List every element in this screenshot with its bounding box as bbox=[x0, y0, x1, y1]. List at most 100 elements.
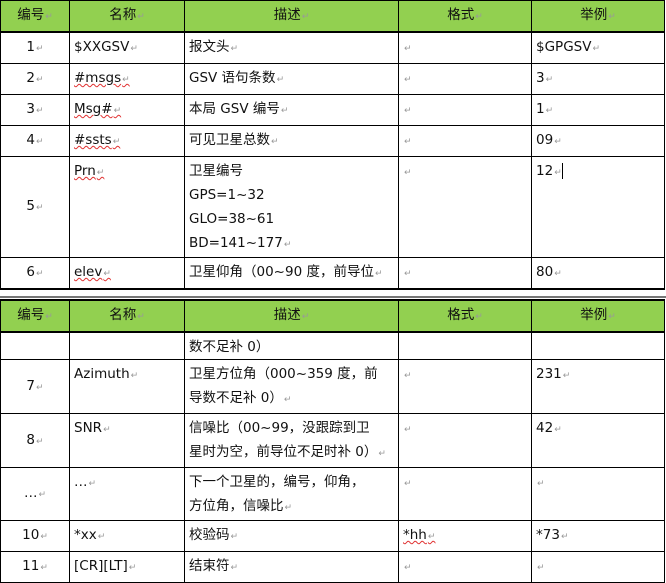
cell-desc[interactable]: 卫星方位角（000~359 度，前 导数不足补 0） bbox=[184, 359, 399, 414]
cell-no[interactable] bbox=[0, 331, 70, 360]
cell-no-text: … bbox=[24, 485, 46, 501]
cell-format[interactable] bbox=[398, 94, 532, 126]
cell-name[interactable]: #ssts bbox=[69, 125, 185, 157]
cell-format[interactable] bbox=[398, 257, 532, 290]
cell-name[interactable]: elev bbox=[69, 257, 185, 290]
cell-no[interactable]: 7 bbox=[0, 359, 70, 414]
cell-name-text: … bbox=[74, 474, 96, 490]
cell-example[interactable]: 80 bbox=[531, 257, 665, 290]
cell-desc[interactable]: 校验码 bbox=[184, 520, 399, 552]
cell-desc[interactable]: 报文头 bbox=[184, 31, 399, 64]
cell-format-text bbox=[403, 366, 412, 382]
cell-name[interactable]: Msg# bbox=[69, 94, 185, 126]
cell-format[interactable] bbox=[398, 413, 532, 468]
cell-format[interactable] bbox=[398, 63, 532, 95]
desc-line: 可见卫星总数 bbox=[189, 128, 394, 154]
cell-example[interactable]: *73 bbox=[531, 520, 665, 552]
cell-example[interactable]: 1 bbox=[531, 94, 665, 126]
cell-name[interactable]: [CR][LT] bbox=[69, 551, 185, 583]
cell-example[interactable] bbox=[531, 467, 665, 521]
cell-desc[interactable]: 可见卫星总数 bbox=[184, 125, 399, 157]
cell-desc[interactable]: 卫星仰角（00~90 度，前导位 bbox=[184, 257, 399, 290]
header-example: 举例 bbox=[531, 299, 665, 333]
cell-format[interactable] bbox=[398, 467, 532, 521]
cell-name[interactable]: #msgs bbox=[69, 63, 185, 95]
desc-line: 本局 GSV 编号 bbox=[189, 97, 394, 123]
cell-desc[interactable]: 数不足补 0） bbox=[184, 331, 399, 360]
cell-name[interactable]: *xx bbox=[69, 520, 185, 552]
cell-format-text bbox=[403, 558, 412, 574]
cell-no[interactable]: 2 bbox=[0, 63, 70, 95]
cell-no[interactable]: 5 bbox=[0, 156, 70, 258]
cell-name[interactable]: Prn bbox=[69, 156, 185, 258]
cell-desc[interactable]: 结束符 bbox=[184, 551, 399, 583]
cell-example[interactable] bbox=[531, 551, 665, 583]
cell-example-text: 09 bbox=[536, 132, 562, 148]
table-row: 数不足补 0） bbox=[0, 331, 665, 360]
cell-no-text: 4 bbox=[26, 132, 43, 148]
cell-format-text bbox=[403, 474, 412, 490]
cell-format[interactable] bbox=[398, 125, 532, 157]
cell-example[interactable]: 231 bbox=[531, 359, 665, 414]
gsv-table-page2: 编号 名称 描述 格式 举例 数不足补 0） 7 Azimuth 卫星方位角（000~… bbox=[0, 299, 665, 583]
cell-example-text: 42 bbox=[536, 420, 562, 436]
cell-no-text: 5 bbox=[26, 198, 43, 214]
cell-name[interactable]: SNR bbox=[69, 413, 185, 468]
cell-format[interactable] bbox=[398, 359, 532, 414]
header-row: 编号 名称 描述 格式 举例 bbox=[0, 0, 665, 33]
cell-no[interactable]: 11 bbox=[0, 551, 70, 583]
cell-no[interactable]: 4 bbox=[0, 125, 70, 157]
cell-example-text bbox=[536, 474, 545, 490]
cell-name[interactable]: $XXGSV bbox=[69, 31, 185, 64]
cell-no[interactable]: … bbox=[0, 467, 70, 521]
cell-format[interactable]: *hh bbox=[398, 520, 532, 552]
desc-line: GLO=38~61 bbox=[189, 211, 275, 227]
cell-no[interactable]: 10 bbox=[0, 520, 70, 552]
desc-line: GPS=1~32 bbox=[189, 187, 265, 203]
page-break bbox=[0, 276, 666, 298]
cell-format[interactable] bbox=[398, 156, 532, 258]
cell-format[interactable] bbox=[398, 551, 532, 583]
cell-no-text: 11 bbox=[22, 558, 48, 574]
cell-no[interactable]: 3 bbox=[0, 94, 70, 126]
cell-name[interactable]: … bbox=[69, 467, 185, 521]
header-no: 编号 bbox=[0, 299, 70, 333]
cell-no[interactable]: 1 bbox=[0, 31, 70, 64]
cell-format[interactable] bbox=[398, 31, 532, 64]
cell-example[interactable]: 09 bbox=[531, 125, 665, 157]
table-row: 5 Prn 卫星编号 GPS=1~32 GLO=38~61 BD=141~177 12 bbox=[0, 156, 665, 258]
cell-example[interactable]: 12 bbox=[531, 156, 665, 258]
cell-format[interactable] bbox=[398, 331, 532, 360]
cell-no-text: 8 bbox=[26, 432, 43, 448]
cell-desc[interactable]: GSV 语句条数 bbox=[184, 63, 399, 95]
desc-line: 卫星方位角（000~359 度，前 bbox=[189, 366, 378, 382]
cell-example-text: 3 bbox=[536, 70, 553, 86]
cell-example[interactable]: 42 bbox=[531, 413, 665, 468]
cell-desc[interactable]: 卫星编号 GPS=1~32 GLO=38~61 BD=141~177 bbox=[184, 156, 399, 258]
cell-desc[interactable]: 下一个卫星的，编号，仰角， 方位角，信噪比 bbox=[184, 467, 399, 521]
cell-name[interactable]: Azimuth bbox=[69, 359, 185, 414]
cell-no-text: 2 bbox=[26, 70, 43, 86]
header-no: 编号 bbox=[0, 0, 70, 33]
cell-no[interactable]: 8 bbox=[0, 413, 70, 468]
cell-name-text: #ssts bbox=[74, 132, 120, 148]
cell-name-text: $XXGSV bbox=[74, 39, 138, 55]
cell-format-text bbox=[403, 70, 412, 86]
table-row: 2 #msgs GSV 语句条数 3 bbox=[0, 63, 665, 95]
cell-no-text: 6 bbox=[26, 264, 43, 280]
desc-line: 星时为空，前导位不足时补 0） bbox=[189, 440, 394, 466]
header-example: 举例 bbox=[531, 0, 665, 33]
cell-no[interactable]: 6 bbox=[0, 257, 70, 290]
cell-example[interactable]: $GPGSV bbox=[531, 31, 665, 64]
cell-no-text: 1 bbox=[26, 39, 43, 55]
cell-name[interactable] bbox=[69, 331, 185, 360]
cell-example[interactable]: 3 bbox=[531, 63, 665, 95]
table-row: 4 #ssts 可见卫星总数 09 bbox=[0, 125, 665, 157]
header-desc: 描述 bbox=[184, 299, 399, 333]
gsv-table-page1: 编号 名称 描述 格式 举例 1 $XXGSV 报文头 $GPGSV 2 #msgs GSV… bbox=[0, 0, 665, 290]
cell-example[interactable] bbox=[531, 331, 665, 360]
cell-desc[interactable]: 本局 GSV 编号 bbox=[184, 94, 399, 126]
cell-desc[interactable]: 信噪比（00~99，没跟踪到卫 星时为空，前导位不足时补 0） bbox=[184, 413, 399, 468]
